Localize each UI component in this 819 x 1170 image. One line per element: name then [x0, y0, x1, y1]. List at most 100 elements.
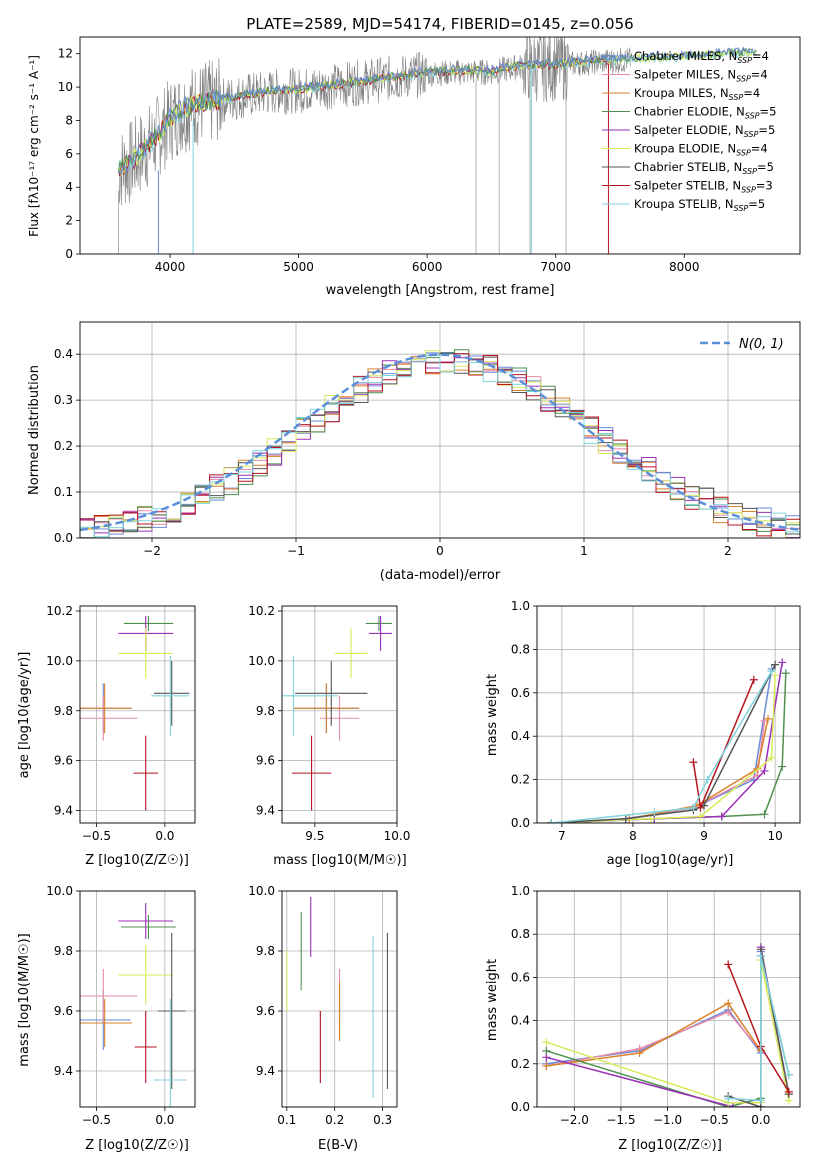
mw-z-ylabel: mass weight — [485, 959, 500, 1041]
figure-title: PLATE=2589, MJD=54174, FIBERID=0145, z=0… — [246, 15, 633, 33]
mass_vs_ebv-ytick-label: 10.0 — [248, 884, 275, 898]
legend-entry-0: Chabrier MILES, NSSP=4 — [634, 49, 769, 65]
mass-z-ylabel: mass [log10(M/M☉)] — [17, 933, 32, 1066]
weight-line-chabrier-stelib — [727, 949, 790, 1107]
legend-nssp: =5 — [758, 123, 775, 137]
legend-entry-8: Kroupa STELIB, NSSP=5 — [634, 197, 765, 213]
weight-line-kroupa-stelib — [728, 955, 790, 1102]
legend-entry-6: Chabrier STELIB, NSSP=5 — [634, 160, 774, 176]
weight-line-salpeter-elodie — [551, 662, 783, 823]
mass_vs_z-ytick-label: 9.4 — [54, 1064, 73, 1078]
age_vs_z-ytick-label: 9.4 — [54, 804, 73, 818]
legend-entry-7: Salpeter STELIB, NSSP=3 — [634, 179, 773, 195]
residuals-xtick-label: 1 — [580, 544, 588, 558]
mass_weight_vs_z-xtick-label: −0.5 — [700, 1113, 729, 1127]
weight-line-chabrier-miles — [551, 668, 773, 823]
residuals-ytick-label: 0.2 — [54, 439, 73, 453]
weight-marker-2 — [724, 999, 733, 1008]
age_vs_z-ytick-label: 9.8 — [54, 704, 73, 718]
age-vs-metallicity-panel: Z [log10(Z/Z☉)] age [log10(age/yr)] −0.5… — [17, 604, 196, 868]
weight-marker-4 — [542, 1053, 551, 1062]
mass_vs_ebv-xtick-label: 0.1 — [277, 1113, 296, 1127]
legend-subscript: SSP — [729, 93, 744, 102]
mass_weight_vs_age-ytick-label: 0.6 — [511, 686, 530, 700]
weight-marker-8 — [724, 1094, 733, 1103]
spectrum-ytick-label: 8 — [65, 113, 73, 127]
model-spectrum-chabrier-miles — [118, 46, 757, 176]
mass_weight_vs_z-ytick-label: 0.2 — [511, 1057, 530, 1071]
age-vs-mass-panel: mass [log10(M/M☉)] 9.5 10.0 9.4 9.6 9.8 10.0 1… — [248, 604, 410, 868]
weight-marker-4 — [760, 766, 769, 775]
residuals-plot-area — [80, 322, 800, 538]
mass_vs_z-frame — [79, 890, 196, 1108]
residuals-xtick-label: 0 — [436, 544, 444, 558]
age_vs_z-ytick-label: 10.0 — [46, 654, 73, 668]
legend-subscript: SSP — [744, 130, 759, 139]
legend-subscript: SSP — [745, 112, 760, 121]
spectrum-panel: wavelength [Angstrom, rest frame] Flux [… — [27, 36, 801, 298]
weight-marker-3 — [781, 669, 790, 678]
weight-marker-3 — [760, 810, 769, 819]
weight-marker-4 — [717, 812, 726, 821]
weight-line-chabrier-stelib — [551, 664, 776, 823]
legend-entry-3: Chabrier ELODIE, NSSP=5 — [634, 105, 776, 121]
weight-marker-8 — [547, 819, 556, 823]
legend-nssp: =5 — [748, 197, 765, 211]
weight-marker-7 — [696, 803, 705, 812]
weight-marker-5 — [542, 1038, 551, 1047]
weight-line-chabrier-elodie — [551, 673, 787, 823]
observed-spectrum-line — [118, 37, 631, 206]
mass_weight_vs_age-xtick-label: 7 — [558, 829, 566, 843]
weight-marker-8 — [767, 667, 776, 676]
mass_vs_z-ytick-label: 9.6 — [54, 1004, 73, 1018]
mw-age-xlabel: age [log10(age/yr)] — [607, 853, 734, 868]
weight-marker-2 — [542, 1061, 551, 1070]
weight-marker-7 — [689, 758, 698, 767]
mass_vs_ebv-plot-area — [282, 891, 397, 1107]
legend-nssp: =5 — [760, 105, 777, 119]
age_vs_z-frame — [79, 605, 196, 824]
mass_weight_vs_age-ytick-label: 0.4 — [511, 729, 530, 743]
residuals-ylabel: Normed distribution — [27, 365, 42, 495]
mass_vs_z-ytick-label: 9.8 — [54, 944, 73, 958]
legend-subscript: SSP — [734, 204, 749, 213]
mass_weight_vs_age-frame — [536, 605, 801, 824]
spectrum-plot-area — [118, 37, 757, 254]
spectrum-xtick-label: 4000 — [155, 260, 186, 274]
weight-marker-6 — [771, 660, 780, 669]
weight-marker-5 — [771, 671, 780, 680]
age_vs_z-ytick-label: 9.6 — [54, 754, 73, 768]
weight-marker-7 — [749, 675, 758, 684]
weight-marker-7 — [784, 1087, 793, 1096]
legend-entry-1: Salpeter MILES, NSSP=4 — [634, 68, 768, 84]
legend-nssp: =4 — [752, 49, 769, 63]
mass_weight_vs_age-ytick-label: 0.2 — [511, 773, 530, 787]
weight-marker-2 — [635, 1049, 644, 1057]
weight-line-salpeter-stelib — [727, 964, 790, 1093]
mass_weight_vs_age-xtick-label: 8 — [629, 829, 637, 843]
mass_weight_vs_z-frame — [536, 890, 801, 1108]
weight-marker-5 — [696, 812, 705, 821]
weight-marker-8 — [703, 775, 712, 784]
legend-subscript: SSP — [736, 75, 751, 84]
normal-distribution-curve — [80, 353, 800, 532]
residuals-frame — [79, 321, 801, 539]
mass_vs_ebv-xtick-label: 0.2 — [325, 1113, 344, 1127]
legend-subscript: SSP — [741, 186, 756, 195]
legend-subscript: SSP — [737, 56, 752, 65]
weight-marker-3 — [778, 762, 787, 771]
mass_weight_vs_age-ytick-label: 1.0 — [511, 599, 530, 613]
weight-marker-4 — [778, 658, 787, 667]
mass_weight_vs_z-ytick-label: 0.8 — [511, 927, 530, 941]
age_vs_mass-xtick-label: 10.0 — [384, 829, 411, 843]
legend-nssp: =5 — [757, 160, 774, 174]
mass-ebv-xlabel: E(B-V) — [318, 1138, 358, 1153]
legend-nssp: =4 — [751, 68, 768, 82]
residuals-xtick-label: −1 — [287, 544, 305, 558]
residuals-ytick-label: 0.4 — [54, 347, 73, 361]
weight-marker-6 — [621, 814, 630, 823]
mw-age-ylabel: mass weight — [485, 674, 500, 756]
spectrum-ytick-label: 4 — [65, 180, 73, 194]
residuals-xlabel: (data-model)/error — [380, 568, 501, 583]
